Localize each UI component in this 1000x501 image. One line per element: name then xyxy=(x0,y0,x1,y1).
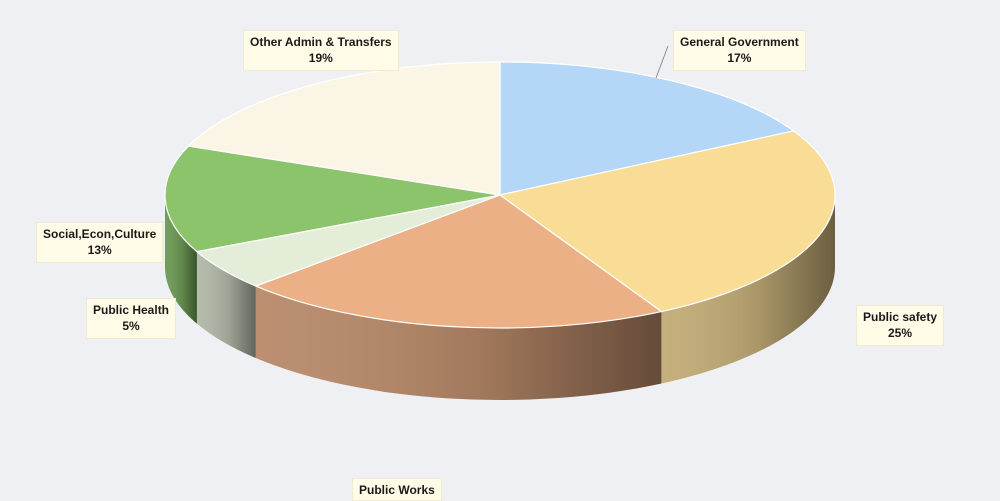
slice-label-value: 19% xyxy=(308,51,333,65)
leader-line-general-government xyxy=(655,45,669,79)
pie-side-shade-public-works xyxy=(255,286,662,400)
slice-label-name: Other Admin & Transfers xyxy=(250,35,392,49)
pie-slice-social-econ-culture xyxy=(164,145,501,253)
slice-label-other-admin-transfers: Other Admin & Transfers 19% xyxy=(243,30,399,71)
pie-slice-general-government xyxy=(499,61,796,196)
slice-label-name: General Government xyxy=(680,35,799,49)
pie-slice-public-works xyxy=(254,194,663,329)
slice-label-value: 17% xyxy=(727,51,752,65)
slice-label-name: Public safety xyxy=(863,310,938,324)
slice-label-value: 25% xyxy=(888,326,913,340)
slice-label-value: 13% xyxy=(87,243,112,257)
slice-label-public-safety: Public safety 25% xyxy=(856,305,945,346)
pie-slice-other-admin-transfers xyxy=(187,61,501,196)
slice-label-name: Public Works xyxy=(359,483,435,497)
slice-label-value: 5% xyxy=(122,319,140,333)
pie-slice-public-safety xyxy=(498,130,836,313)
slice-label-name: Social,Econ,Culture xyxy=(43,227,157,241)
slice-label-general-government: General Government 17% xyxy=(673,30,806,71)
pie-side-shade-social-econ-culture xyxy=(165,195,197,324)
pie-side-shade-public-health xyxy=(196,251,256,359)
slice-label-public-health: Public Health 5% xyxy=(86,298,177,339)
slice-label-social-econ-culture: Social,Econ,Culture 13% xyxy=(36,222,164,263)
slice-label-public-works: Public Works xyxy=(352,478,442,501)
slice-label-name: Public Health xyxy=(93,303,170,317)
pie-side-shade-public-safety xyxy=(661,195,835,384)
